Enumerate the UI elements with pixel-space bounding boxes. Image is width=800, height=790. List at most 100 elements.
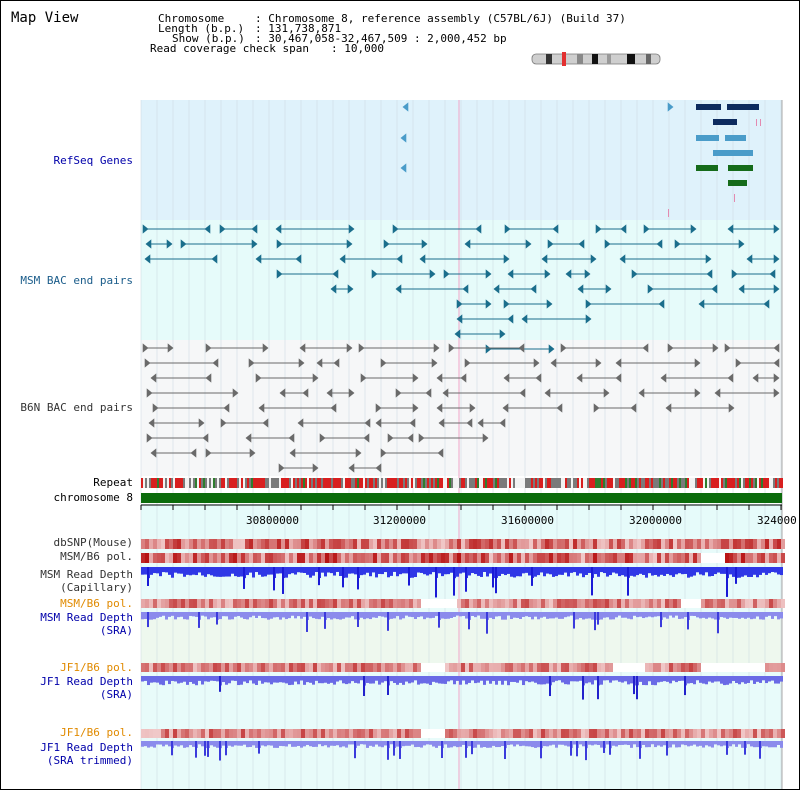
heat-cell (165, 663, 169, 672)
track-label-msm-bac[interactable]: MSM BAC end pairs (20, 274, 133, 287)
heat-cell (769, 539, 773, 549)
depth-bar (276, 741, 279, 748)
bac-end (212, 358, 219, 368)
depth-spike (387, 612, 389, 631)
heat-cell (749, 729, 753, 738)
depth-bar (198, 741, 201, 745)
track-label-dbsnp[interactable]: dbSNP(Mouse) (53, 536, 133, 549)
repeat-segment (347, 478, 349, 488)
heat-cell (313, 663, 317, 672)
heat-cell (389, 539, 393, 549)
grid-lines (140, 100, 783, 789)
heat-cell (177, 599, 181, 608)
repeat-segment (781, 478, 783, 488)
depth-bar (777, 567, 780, 575)
depth-bar (579, 676, 582, 681)
depth-bar (333, 612, 336, 619)
heat-cell (465, 539, 469, 549)
heat-cell (505, 663, 509, 672)
heat-cell (345, 663, 349, 672)
bac-end (152, 403, 159, 413)
depth-bar (261, 741, 264, 746)
b6n-bac-features (142, 343, 780, 488)
depth-bar (480, 676, 483, 681)
bac-end (363, 433, 370, 443)
heat-cell (173, 599, 177, 608)
heat-cell (385, 729, 389, 738)
depth-bar (171, 676, 174, 681)
heat-cell (697, 599, 701, 608)
bac-end (773, 358, 780, 368)
depth-bar (474, 567, 477, 575)
heat-cell (289, 729, 293, 738)
depth-bar (570, 567, 573, 573)
heat-cell (713, 599, 717, 608)
heat-cell (617, 663, 621, 672)
heat-cell (281, 539, 285, 549)
track-label-repeat[interactable]: Repeat (93, 476, 133, 489)
repeat-segment (695, 478, 697, 488)
heat-cell (453, 539, 457, 549)
heat-cell (661, 553, 665, 563)
heat-cell (761, 539, 765, 549)
depth-bar (180, 741, 183, 746)
heat-cell (149, 553, 153, 563)
heat-cell (453, 729, 457, 738)
track-label-b6n-bac[interactable]: B6N BAC end pairs (20, 401, 133, 414)
bac-end (251, 239, 258, 249)
heat-cell (533, 599, 537, 608)
track-label-jf1-b6-pol[interactable]: JF1/B6 pol. (60, 661, 133, 674)
heat-cell (673, 663, 677, 672)
repeat-segment (173, 478, 175, 488)
depth-bar (204, 612, 207, 617)
bac-end (546, 299, 553, 309)
repeat-segment (303, 478, 305, 488)
depth-bar (294, 612, 297, 619)
heat-cell (409, 553, 413, 563)
repeat-segment (175, 478, 177, 488)
track-label-jf1-depth-sra[interactable]: JF1 Read Depth (40, 675, 133, 688)
depth-bar (342, 612, 345, 619)
depth-spike (570, 741, 572, 756)
heat-cell (145, 599, 149, 608)
depth-bar (228, 741, 231, 746)
depth-bar (564, 567, 567, 573)
depth-bar (762, 741, 765, 747)
depth-bar (333, 676, 336, 685)
depth-bar (687, 741, 690, 747)
repeat-segment (371, 478, 373, 488)
repeat-segment (217, 478, 219, 488)
chromosome-ideogram (531, 52, 661, 66)
depth-bar (216, 676, 219, 682)
track-label-msm-b6-pol-capillary[interactable]: MSM/B6 pol. (60, 550, 133, 563)
bac-end (150, 448, 157, 458)
heat-cell (585, 553, 589, 563)
depth-bar (765, 567, 768, 575)
bac-end (694, 358, 701, 368)
depth-bar (555, 676, 558, 681)
track-label-jf1-depth-trimmed[interactable]: JF1 Read Depth (40, 741, 133, 754)
track-label-refseq[interactable]: RefSeq Genes (53, 154, 133, 167)
heat-cell (549, 729, 553, 738)
heat-cell (769, 599, 773, 608)
depth-bar (510, 612, 513, 620)
heat-cell (545, 539, 549, 549)
repeat-segment (397, 478, 399, 488)
gene-arrow (667, 102, 674, 112)
track-label-jf1-b6-pol-trimmed[interactable]: JF1/B6 pol. (60, 726, 133, 739)
depth-bar (642, 741, 645, 745)
repeat-segment (735, 478, 737, 488)
track-label-msm-depth-sra[interactable]: MSM Read Depth (40, 611, 133, 624)
track-label-msm-depth-capillary[interactable]: MSM Read Depth (40, 568, 133, 581)
repeat-segment (443, 478, 445, 488)
depth-bar (606, 676, 609, 681)
depth-bar (345, 741, 348, 748)
depth-bar (732, 741, 735, 745)
bac-end (438, 418, 445, 428)
depth-bar (282, 741, 285, 747)
depth-bar (210, 676, 213, 681)
track-label-msm-b6-pol-sra[interactable]: MSM/B6 pol. (60, 597, 133, 610)
depth-bar (624, 741, 627, 745)
depth-bar (657, 741, 660, 746)
